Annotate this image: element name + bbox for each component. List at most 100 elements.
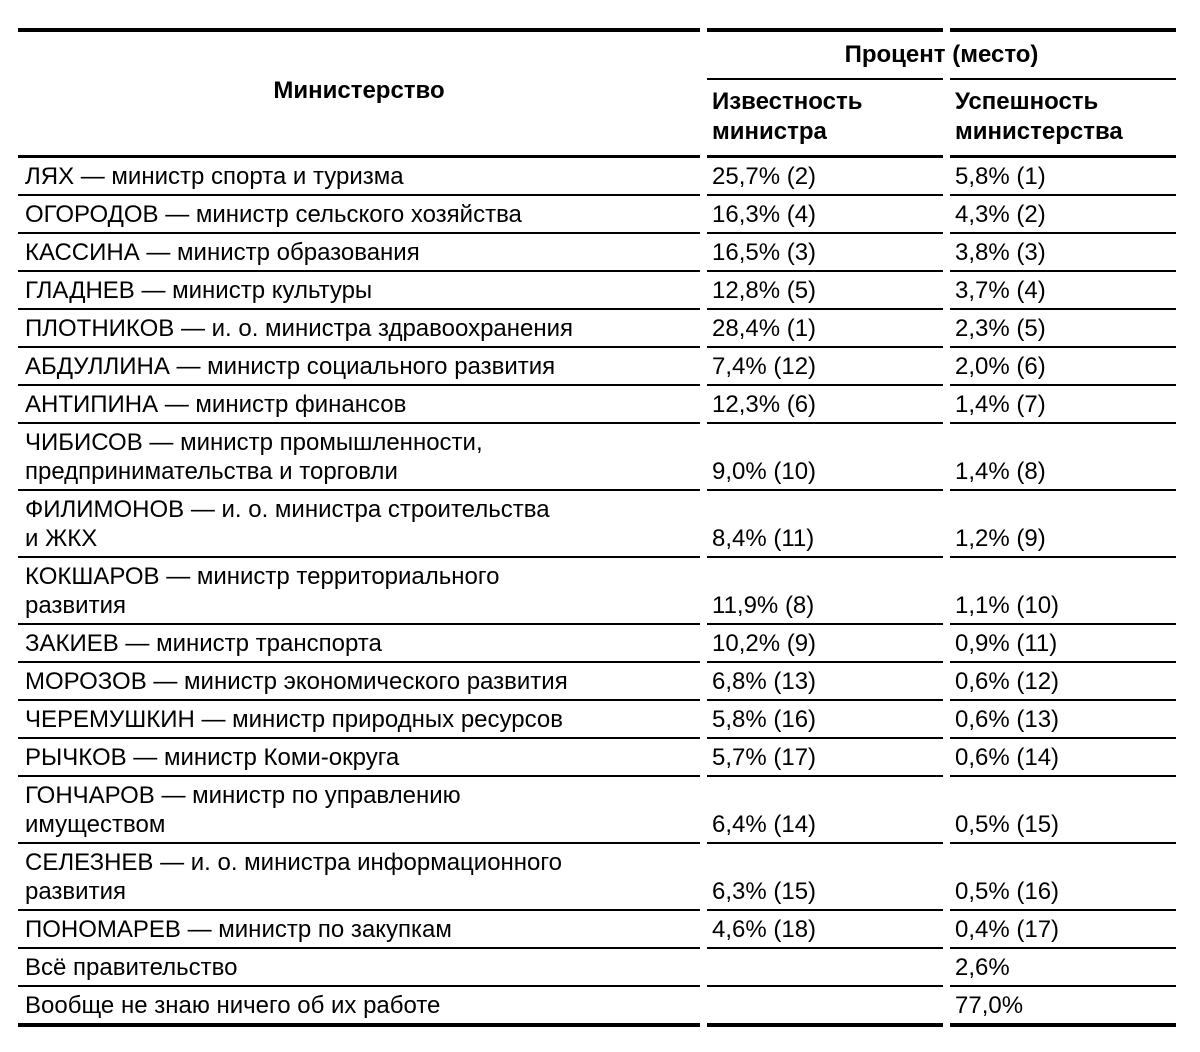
awareness-value-cell: [707, 987, 943, 1027]
column-gap: [943, 78, 950, 158]
column-gap: [943, 987, 950, 1027]
awareness-value-cell: 12,8% (5): [707, 272, 943, 310]
ministry-cell: АНТИПИНА — министр финансов: [18, 386, 700, 424]
table-row: ОГОРОДОВ — министр сельского хозяйства 1…: [18, 196, 1177, 234]
success-value-cell: 3,7% (4): [950, 272, 1177, 310]
table-row: Всё правительство 2,6%: [18, 949, 1177, 987]
column-gap: [700, 911, 707, 949]
table-row: ФИЛИМОНОВ — и. о. министра строительства…: [18, 491, 1177, 558]
awareness-value-cell: 10,2% (9): [707, 625, 943, 663]
column-gap: [943, 739, 950, 777]
column-gap: [700, 28, 707, 158]
column-gap: [700, 663, 707, 701]
awareness-value-cell: 12,3% (6): [707, 386, 943, 424]
success-value-cell: 2,3% (5): [950, 310, 1177, 348]
column-gap: [700, 558, 707, 625]
table-row: АНТИПИНА — министр финансов 12,3% (6) 1,…: [18, 386, 1177, 424]
column-gap: [943, 777, 950, 844]
header-row-sub: Известность министра Успешность министер…: [18, 78, 1177, 158]
ministry-cell: КОКШАРОВ — министр территориального разв…: [18, 558, 700, 625]
table-row: КАССИНА — министр образования 16,5% (3) …: [18, 234, 1177, 272]
column-gap: [943, 196, 950, 234]
success-value-cell: 0,5% (15): [950, 777, 1177, 844]
ministry-cell: ПЛОТНИКОВ — и. о. министра здравоохранен…: [18, 310, 700, 348]
table-row: ЗАКИЕВ — министр транспорта 10,2% (9) 0,…: [18, 625, 1177, 663]
column-gap: [700, 310, 707, 348]
column-gap: [700, 987, 707, 1027]
column-gap: [943, 386, 950, 424]
awareness-value-cell: 16,5% (3): [707, 234, 943, 272]
ministry-cell: РЫЧКОВ — министр Коми-округа: [18, 739, 700, 777]
success-value-cell: 0,6% (13): [950, 701, 1177, 739]
awareness-value-cell: 6,4% (14): [707, 777, 943, 844]
column-gap: [700, 625, 707, 663]
column-gap: [943, 701, 950, 739]
column-gap: [700, 739, 707, 777]
ministry-cell: ГОНЧАРОВ — министр по управлению имущест…: [18, 777, 700, 844]
ministry-cell: ЧИБИСОВ — министр промышленности, предпр…: [18, 424, 700, 491]
column-gap: [700, 386, 707, 424]
awareness-value-cell: 7,4% (12): [707, 348, 943, 386]
column-gap: [700, 234, 707, 272]
ministry-cell: ФИЛИМОНОВ — и. о. министра строительства…: [18, 491, 700, 558]
column-gap: [943, 158, 950, 196]
awareness-value-cell: 11,9% (8): [707, 558, 943, 625]
success-value-cell: 1,1% (10): [950, 558, 1177, 625]
success-value-cell: 5,8% (1): [950, 158, 1177, 196]
awareness-value-cell: 16,3% (4): [707, 196, 943, 234]
success-value-cell: 0,5% (16): [950, 844, 1177, 911]
table-row: ЛЯХ — министр спорта и туризма 25,7% (2)…: [18, 158, 1177, 196]
column-gap: [943, 234, 950, 272]
awareness-value-cell: 5,8% (16): [707, 701, 943, 739]
awareness-value-cell: 4,6% (18): [707, 911, 943, 949]
success-value-cell: 2,0% (6): [950, 348, 1177, 386]
column-header-awareness: Известность министра: [707, 78, 943, 158]
table-row: ЧЕРЕМУШКИН — министр природных ресурсов …: [18, 701, 1177, 739]
table-row: ГЛАДНЕВ — министр культуры 12,8% (5) 3,7…: [18, 272, 1177, 310]
column-gap: [943, 424, 950, 491]
column-gap: [943, 663, 950, 701]
ministry-cell: Всё правительство: [18, 949, 700, 987]
table-row: СЕЛЕЗНЕВ — и. о. министра информационног…: [18, 844, 1177, 911]
awareness-value-cell: 6,3% (15): [707, 844, 943, 911]
column-gap: [700, 949, 707, 987]
column-gap: [700, 348, 707, 386]
ministry-cell: ЧЕРЕМУШКИН — министр природных ресурсов: [18, 701, 700, 739]
success-value-cell: 0,6% (14): [950, 739, 1177, 777]
column-header-success: Успешность министерства: [950, 78, 1177, 158]
column-gap: [700, 491, 707, 558]
ministry-cell: КАССИНА — министр образования: [18, 234, 700, 272]
success-value-cell: 1,4% (7): [950, 386, 1177, 424]
column-gap: [943, 558, 950, 625]
column-gap: [700, 777, 707, 844]
success-value-cell: 1,4% (8): [950, 424, 1177, 491]
table-row: ПОНОМАРЕВ — министр по закупкам 4,6% (18…: [18, 911, 1177, 949]
column-gap: [700, 844, 707, 911]
table-row: МОРОЗОВ — министр экономического развити…: [18, 663, 1177, 701]
column-gap: [700, 701, 707, 739]
column-gap: [943, 272, 950, 310]
ministry-cell: ЗАКИЕВ — министр транспорта: [18, 625, 700, 663]
success-value-cell: 77,0%: [950, 987, 1177, 1027]
success-value-cell: 2,6%: [950, 949, 1177, 987]
column-gap: [700, 196, 707, 234]
ministry-cell: МОРОЗОВ — министр экономического развити…: [18, 663, 700, 701]
column-group-header-percent: Процент (место): [707, 28, 1177, 78]
ministry-cell: СЕЛЕЗНЕВ — и. о. министра информационног…: [18, 844, 700, 911]
column-gap: [943, 310, 950, 348]
header-row-group: Министерство Процент (место): [18, 28, 1177, 158]
ministry-cell: ЛЯХ — министр спорта и туризма: [18, 158, 700, 196]
column-gap: [943, 491, 950, 558]
success-value-cell: 0,9% (11): [950, 625, 1177, 663]
awareness-value-cell: [707, 949, 943, 987]
column-gap: [943, 625, 950, 663]
ministry-cell: ОГОРОДОВ — министр сельского хозяйства: [18, 196, 700, 234]
table-row: Вообще не знаю ничего об их работе 77,0%: [18, 987, 1177, 1027]
table-body: ЛЯХ — министр спорта и туризма 25,7% (2)…: [18, 158, 1177, 1027]
ministry-rating-table: Министерство Процент (место) Известность…: [18, 28, 1177, 1027]
success-value-cell: 3,8% (3): [950, 234, 1177, 272]
awareness-value-cell: 5,7% (17): [707, 739, 943, 777]
ministry-cell: ПОНОМАРЕВ — министр по закупкам: [18, 911, 700, 949]
success-value-cell: 0,4% (17): [950, 911, 1177, 949]
awareness-value-cell: 6,8% (13): [707, 663, 943, 701]
